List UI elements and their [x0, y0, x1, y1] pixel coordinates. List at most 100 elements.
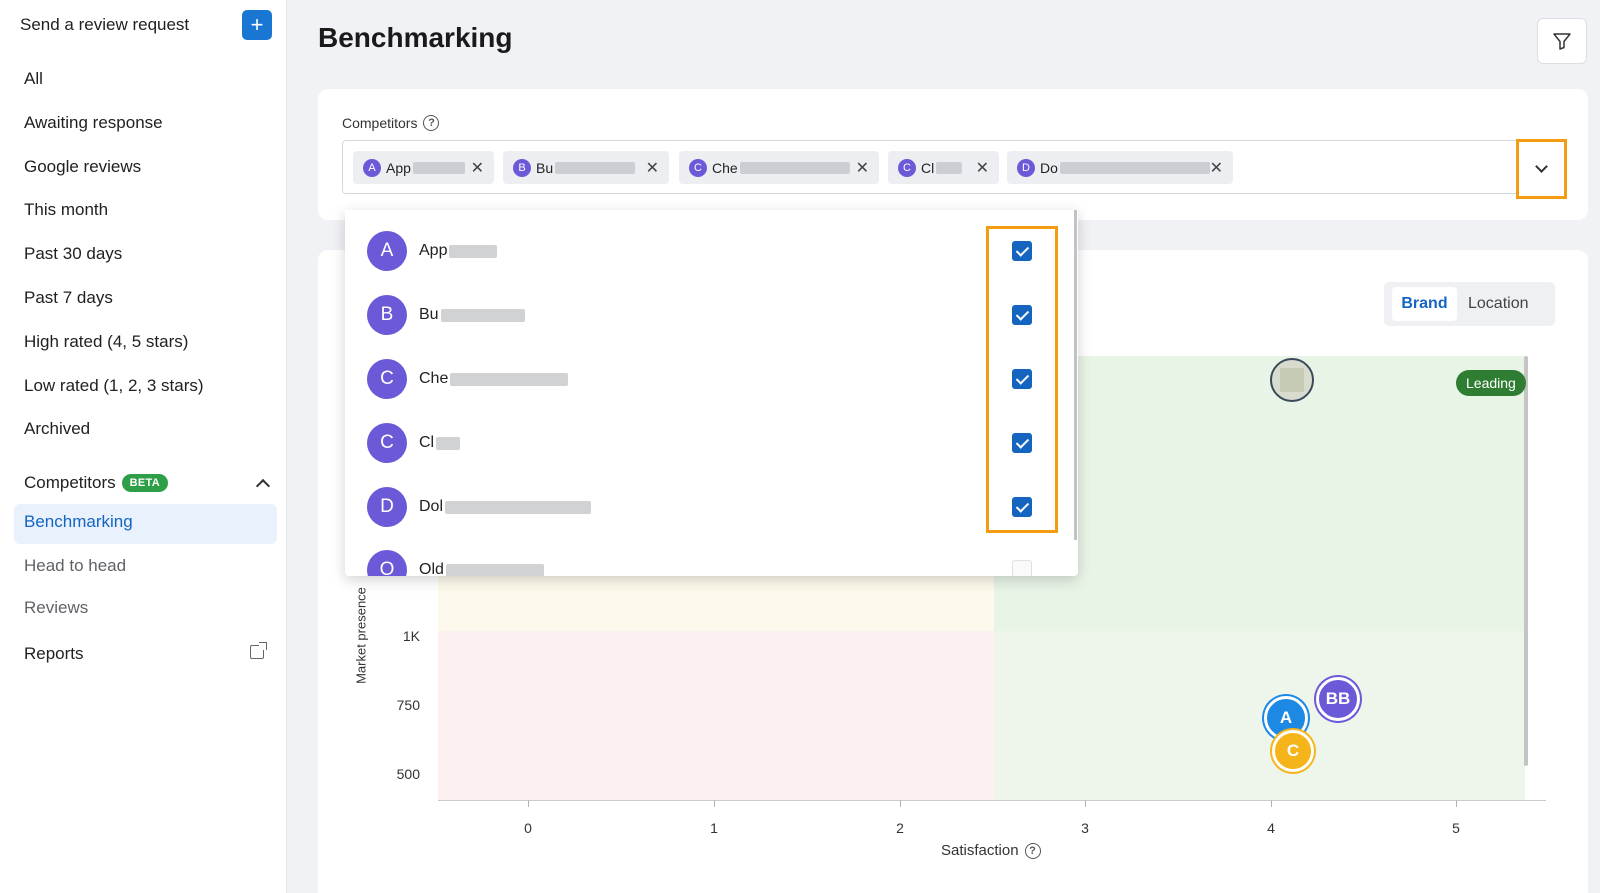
- redacted-text: [739, 161, 850, 174]
- option-checkbox[interactable]: [1012, 305, 1032, 325]
- chevron-down-icon[interactable]: [1535, 160, 1548, 173]
- competitors-dropdown-toggle[interactable]: [1516, 139, 1567, 199]
- dropdown-option-name: Che: [419, 370, 449, 387]
- dropdown-option[interactable]: C Che: [367, 359, 767, 399]
- close-icon[interactable]: ✕: [1209, 160, 1223, 177]
- close-icon[interactable]: ✕: [975, 160, 989, 177]
- competitor-chip: C Che ✕: [679, 151, 879, 184]
- sidebar-item-archived[interactable]: Archived: [24, 419, 91, 438]
- chart-scrollbar[interactable]: [1524, 356, 1528, 766]
- x-tick: [528, 800, 529, 807]
- dropdown-option[interactable]: C Cl: [367, 423, 767, 463]
- x-tick-label: 2: [896, 820, 904, 836]
- sidebar-item-all[interactable]: All: [24, 69, 43, 88]
- plus-icon[interactable]: +: [242, 10, 272, 40]
- x-tick: [714, 800, 715, 807]
- option-checkbox[interactable]: [1012, 497, 1032, 517]
- sidebar-item-past-30-days[interactable]: Past 30 days: [24, 244, 123, 263]
- toggle-brand-button[interactable]: Brand: [1392, 287, 1457, 321]
- sidebar-item-benchmarking[interactable]: Benchmarking: [14, 504, 277, 544]
- competitor-chip: D Do ✕: [1007, 151, 1233, 184]
- redacted-text: [445, 500, 592, 514]
- competitors-section-header[interactable]: Competitors BETA: [24, 470, 272, 496]
- x-tick-label: 3: [1081, 820, 1089, 836]
- competitor-avatar: D: [367, 487, 407, 527]
- sidebar-item-reports[interactable]: Reports: [24, 644, 84, 663]
- competitor-avatar: A: [367, 231, 407, 271]
- competitor-chip: C Cl ✕: [888, 151, 999, 184]
- competitor-avatar: A: [363, 158, 381, 177]
- competitors-select[interactable]: A App ✕ B Bu ✕ C Che ✕ C Cl ✕ D Do ✕: [342, 140, 1554, 194]
- dropdown-option[interactable]: O Old: [367, 550, 767, 576]
- help-icon[interactable]: ?: [423, 115, 440, 131]
- sidebar-item-benchmarking-label[interactable]: Benchmarking: [24, 512, 133, 531]
- chart-point[interactable]: BB: [1316, 677, 1360, 721]
- close-icon[interactable]: ✕: [645, 160, 659, 177]
- y-tick-label: 500: [396, 766, 420, 782]
- redacted-text: [445, 563, 544, 576]
- redacted-text: [1059, 161, 1210, 174]
- beta-badge: BETA: [121, 474, 168, 492]
- redacted-text: [936, 161, 963, 174]
- chevron-up-icon[interactable]: [255, 478, 271, 494]
- competitor-avatar: O: [367, 550, 407, 576]
- y-axis-title: Market presence: [353, 587, 369, 684]
- dropdown-option[interactable]: B Bu: [367, 295, 767, 335]
- competitor-avatar: B: [367, 295, 407, 335]
- sidebar-item-high-rated[interactable]: High rated (4, 5 stars): [24, 332, 189, 351]
- quadrant-bottom-left: [438, 631, 994, 800]
- dropdown-option-name: App: [419, 242, 448, 259]
- dropdown-scrollbar[interactable]: [1074, 210, 1077, 540]
- quadrant-bottom-right: [994, 631, 1525, 800]
- option-checkbox[interactable]: [1012, 241, 1032, 261]
- y-tick-label: 750: [396, 697, 420, 713]
- competitor-chip-name: Che: [712, 159, 738, 176]
- competitor-chip-name: Cl: [921, 159, 935, 176]
- sidebar: Send a review request + All Awaiting res…: [0, 0, 287, 893]
- y-tick-label: 1K: [402, 628, 420, 644]
- sidebar-item-low-rated[interactable]: Low rated (1, 2, 3 stars): [24, 376, 204, 395]
- dropdown-option-name: Old: [419, 561, 444, 576]
- competitor-chip: A App ✕: [353, 151, 494, 184]
- filter-button[interactable]: [1537, 18, 1587, 64]
- x-tick: [900, 800, 901, 807]
- redacted-text: [412, 161, 465, 174]
- sidebar-item-this-month[interactable]: This month: [24, 200, 109, 219]
- filter-icon: [1553, 33, 1571, 50]
- help-icon[interactable]: ?: [1024, 842, 1041, 859]
- x-tick: [1456, 800, 1457, 807]
- option-checkbox[interactable]: [1012, 369, 1032, 389]
- external-link-icon[interactable]: [250, 642, 267, 659]
- sidebar-item-reviews[interactable]: Reviews: [24, 598, 89, 617]
- competitor-chip: B Bu ✕: [503, 151, 669, 184]
- dropdown-option-name: Bu: [419, 306, 439, 323]
- x-tick-label: 5: [1452, 820, 1460, 836]
- checkbox-highlight-box: [986, 226, 1058, 533]
- close-icon[interactable]: ✕: [470, 160, 484, 177]
- close-icon[interactable]: ✕: [855, 160, 869, 177]
- redacted-text: [450, 372, 569, 386]
- competitors-section-label[interactable]: Competitors: [24, 473, 116, 492]
- toggle-location-button[interactable]: Location: [1468, 295, 1529, 312]
- quadrant-top-right: [994, 356, 1525, 631]
- competitor-avatar: C: [689, 158, 707, 177]
- competitor-avatar: B: [513, 158, 531, 177]
- sidebar-item-google-reviews[interactable]: Google reviews: [24, 157, 142, 176]
- competitors-dropdown-list: A App B Bu C Che C Cl D Dol O Old: [345, 210, 1078, 576]
- x-axis-title: Satisfaction: [941, 842, 1019, 859]
- sidebar-item-past-7-days[interactable]: Past 7 days: [24, 288, 113, 307]
- option-checkbox[interactable]: [1012, 560, 1032, 576]
- chart-point[interactable]: [1270, 358, 1314, 402]
- chart-point[interactable]: C: [1272, 730, 1314, 772]
- x-tick-label: 0: [524, 820, 532, 836]
- sidebar-item-head-to-head[interactable]: Head to head: [24, 556, 127, 575]
- quadrant-label-leading: Leading: [1456, 370, 1526, 396]
- send-review-request-label[interactable]: Send a review request: [20, 15, 190, 34]
- option-checkbox[interactable]: [1012, 433, 1032, 453]
- sidebar-item-awaiting-response[interactable]: Awaiting response: [24, 113, 163, 132]
- dropdown-option-name: Cl: [419, 434, 435, 451]
- dropdown-option[interactable]: D Dol: [367, 487, 767, 527]
- x-tick-label: 1: [710, 820, 718, 836]
- send-review-request-row[interactable]: Send a review request +: [20, 10, 272, 40]
- dropdown-option[interactable]: A App: [367, 231, 767, 271]
